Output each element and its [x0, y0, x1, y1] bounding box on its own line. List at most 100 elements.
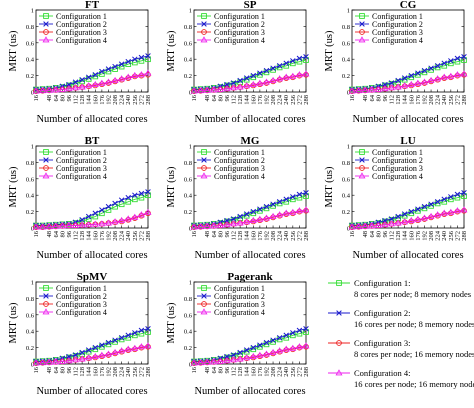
panel-ft: FT 0 0.2 0.4 0.6 0.8 1 16 48 64 80 96 112 128 144 160 17… [8, 0, 152, 125]
x-tick-label: 176 [99, 94, 106, 105]
series-2-point [283, 60, 289, 67]
legend-label: Configuration 3 [214, 300, 265, 309]
series-4-point [210, 358, 218, 365]
x-tick-label: 272 [138, 231, 145, 241]
series-4-point [85, 221, 93, 228]
y-axis-label: MRT (us) [166, 30, 177, 71]
x-tick-label: 272 [138, 95, 145, 105]
x-tick-label: 160 [92, 231, 99, 241]
series-2-point [441, 196, 447, 203]
legend-marker [359, 21, 365, 27]
series-2-point [382, 81, 388, 88]
series-1-point [72, 80, 79, 87]
series-2-point [99, 68, 105, 75]
series-2-point [105, 203, 112, 210]
x-tick-label: 112 [73, 231, 80, 241]
series-4-point [91, 220, 99, 227]
series-2-point [85, 74, 92, 80]
y-tick-label: 0.4 [184, 57, 193, 64]
plot-frame [35, 9, 149, 93]
series-4-point [282, 345, 290, 352]
series-1-point [296, 58, 303, 65]
series-4-point [111, 76, 119, 83]
series-1-point [257, 343, 263, 350]
y-tick-label: 0.8 [342, 24, 350, 31]
series-4-point [243, 82, 251, 89]
series-line-2 [35, 328, 149, 362]
bottom-legend-marker [336, 340, 342, 346]
x-tick-label: 288 [461, 231, 468, 241]
legend-marker [358, 36, 366, 43]
x-tick-label: 64 [53, 366, 60, 373]
series-2-point [138, 54, 145, 61]
x-tick-label: 64 [53, 230, 60, 237]
legend-label: Configuration 2 [56, 292, 107, 301]
x-tick-label: 256 [132, 230, 139, 241]
chart-title: MG [241, 135, 260, 147]
series-2-point [125, 58, 131, 65]
x-tick-label: 80 [217, 231, 224, 238]
series-4-point [302, 206, 310, 213]
series-4-point [295, 207, 303, 214]
legend-label: Configuration 2 [56, 20, 107, 29]
series-4-point [282, 209, 290, 216]
legend-marker [42, 36, 50, 43]
y-tick-label: 0.4 [342, 57, 351, 64]
x-tick-label: 256 [290, 366, 297, 377]
y-tick-label: 0 [347, 226, 350, 233]
legend-label: Configuration 2 [56, 156, 107, 165]
y-axis-label: MRT (us) [324, 166, 335, 207]
series-4-point [216, 221, 224, 228]
x-tick-label: 160 [92, 95, 99, 105]
series-4-point [230, 220, 238, 227]
x-tick-label: 240 [283, 231, 290, 241]
legend-label: Configuration 4 [372, 172, 423, 181]
y-tick-label: 1 [31, 8, 34, 15]
series-line-2 [193, 328, 307, 362]
series-1-point [276, 336, 283, 343]
series-2-point [276, 63, 283, 69]
plot-frame [193, 281, 307, 365]
x-axis-label: Number of allocated cores [352, 114, 463, 125]
series-4-point [131, 344, 139, 351]
y-tick-label: 0.4 [26, 193, 35, 200]
x-tick-label: 48 [46, 367, 53, 374]
x-tick-label: 96 [224, 230, 231, 237]
y-tick-label: 0.6 [184, 312, 193, 319]
y-tick-label: 1 [31, 144, 34, 151]
chart-title: FT [85, 0, 100, 11]
series-1-point [263, 341, 270, 348]
legend-marker [201, 21, 207, 27]
y-tick-label: 0.6 [26, 176, 35, 183]
x-tick-label: 208 [270, 231, 277, 241]
series-4-point [289, 72, 297, 79]
series-2-point [270, 337, 276, 343]
series-2-point [145, 189, 151, 195]
series-1-point [454, 58, 461, 65]
panel-pagerank: Pagerank 0 0.2 0.4 0.6 0.8 1 16 48 64 80 96 112 128 14… [166, 271, 310, 397]
legend-label: Configuration 4 [56, 36, 107, 45]
x-tick-label: 128 [79, 95, 86, 105]
series-4-point [368, 86, 376, 93]
series-4-point [65, 85, 73, 92]
series-2-point [434, 199, 441, 205]
series-2-point [296, 327, 303, 334]
y-tick-label: 0.2 [184, 209, 192, 216]
series-4-point [39, 223, 47, 230]
series-2-point [138, 190, 145, 197]
series-2-point [421, 67, 428, 74]
series-2-point [296, 55, 303, 62]
series-4-point [407, 80, 415, 87]
series-1-point [401, 212, 408, 219]
series-4-point [203, 86, 211, 93]
x-tick-label: 128 [79, 367, 86, 377]
x-tick-label: 192 [105, 367, 112, 377]
series-2-point [85, 347, 92, 353]
series-4-point [243, 354, 251, 361]
panel-spmv: SpMV 0 0.2 0.4 0.6 0.8 1 16 48 64 80 96 112 128 144 160… [8, 271, 152, 397]
x-axis-label: Number of allocated cores [36, 250, 147, 261]
series-4-point [407, 216, 415, 223]
series-line-2 [351, 192, 465, 226]
x-tick-label: 192 [421, 95, 428, 105]
series-4-point [295, 71, 303, 78]
